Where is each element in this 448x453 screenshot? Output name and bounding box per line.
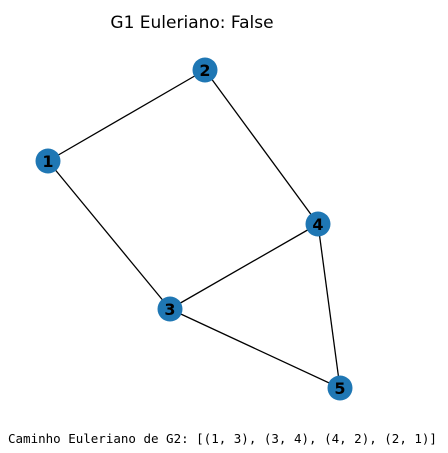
node-1-circle	[35, 148, 61, 174]
node-2-label: 2	[199, 61, 210, 80]
node-2-circle	[192, 57, 218, 83]
graph-title: G1 Euleriano: False	[110, 13, 273, 33]
edge-1-3	[47, 160, 171, 310]
node-1-label: 1	[42, 152, 53, 171]
node-5-label: 5	[334, 379, 345, 398]
node-5: 5	[327, 375, 353, 401]
node-4-circle	[305, 211, 331, 237]
node-4-label: 4	[312, 215, 323, 234]
node-3: 3	[157, 296, 183, 322]
edge-layer	[47, 69, 341, 389]
node-layer: 1 2 3 4 5	[35, 57, 353, 401]
edge-3-5	[169, 308, 341, 389]
node-4: 4	[305, 211, 331, 237]
node-2: 2	[192, 57, 218, 83]
edge-4-5	[317, 223, 341, 389]
edge-1-2	[47, 69, 206, 162]
edge-3-4	[169, 223, 319, 310]
node-3-label: 3	[164, 300, 175, 319]
node-1: 1	[35, 148, 61, 174]
euler-path-output: Caminho Euleriano de G2: [(1, 3), (3, 4)…	[8, 431, 437, 446]
edge-2-4	[204, 69, 319, 225]
node-3-circle	[157, 296, 183, 322]
node-5-circle	[327, 375, 353, 401]
